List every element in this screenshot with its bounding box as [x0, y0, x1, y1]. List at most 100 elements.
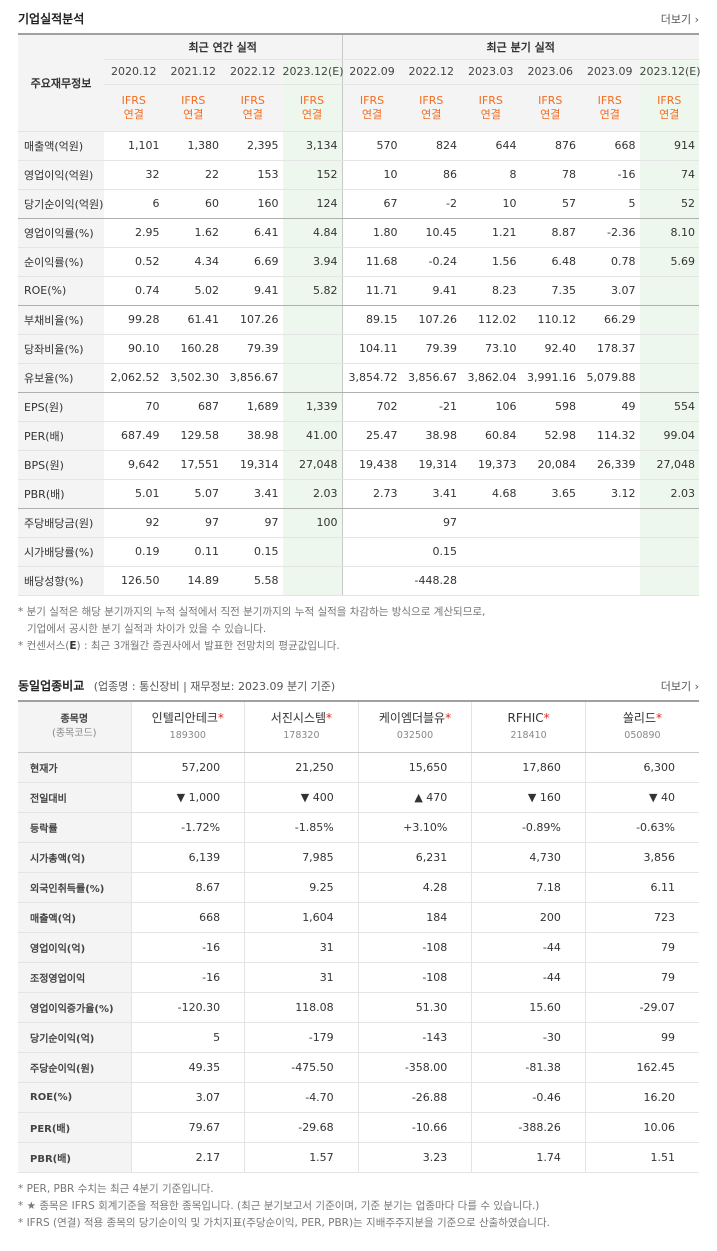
peer-cell: 5	[130, 1022, 245, 1053]
peer-cell: 7,985	[244, 842, 359, 873]
peer-row: 조정영업이익 -16 31 -108 -44 79	[18, 962, 699, 993]
financial-cell: 27,048	[639, 450, 699, 480]
financial-cell: 5.02	[163, 276, 223, 306]
peer-cell: 1.51	[584, 1142, 699, 1173]
note-line: * PER, PBR 수치는 최근 4분기 기준입니다.	[18, 1183, 214, 1195]
peer-row-label: ROE(%)	[18, 1082, 131, 1113]
financial-cell: 8.10	[639, 218, 699, 248]
peer-cell: ▼ 400	[244, 782, 359, 813]
peer-row-label: 전일대비	[18, 782, 131, 813]
financial-row: 배당성향(%) 126.50 14.89 5.58 -448.28	[18, 566, 699, 596]
financial-more-link[interactable]: 더보기	[661, 11, 699, 27]
peer-company-code: 032500	[396, 729, 434, 741]
financial-row-label: EPS(원)	[18, 392, 104, 422]
peer-cell: -108	[357, 932, 472, 963]
peer-cell: -179	[244, 1022, 359, 1053]
financial-cell: 2.03	[639, 479, 699, 509]
peer-cell: -388.26	[471, 1112, 586, 1143]
financial-cell: 97	[223, 508, 283, 538]
peer-cell: 16.20	[584, 1082, 699, 1113]
peer-cell: 17,860	[471, 752, 586, 783]
peer-cell: 31	[244, 962, 359, 993]
financial-cell: 1,339	[282, 392, 342, 422]
peer-comparison-title: 동일업종비교	[18, 678, 85, 693]
financial-notes: * 분기 실적은 해당 분기까지의 누적 실적에서 직전 분기까지의 누적 실적…	[18, 596, 699, 655]
financial-cell: 8.23	[461, 276, 521, 306]
peer-corner-sub: (종목코드)	[51, 727, 97, 739]
peer-cell: 4,730	[471, 842, 586, 873]
consolidated-label: 연결	[123, 107, 144, 121]
financial-row-label: 영업이익률(%)	[18, 218, 104, 248]
financial-analysis-title: 기업실적분석	[18, 12, 85, 26]
financial-cell: 7.35	[520, 276, 580, 306]
peer-cell: ▲ 470	[357, 782, 472, 813]
financial-cell: 876	[520, 131, 580, 161]
peer-company-header[interactable]: 인텔리안테크* 189300	[130, 700, 245, 753]
financial-cell: 0.11	[163, 537, 223, 567]
financial-cell: 3,856.67	[401, 363, 461, 393]
peer-cell: -81.38	[471, 1052, 586, 1083]
financial-cell: 3,862.04	[461, 363, 521, 393]
financial-row-label: 당좌비율(%)	[18, 334, 104, 364]
financial-cell	[341, 566, 402, 596]
financial-row-label: 주당배당금(원)	[18, 508, 104, 538]
financial-cell: 99.28	[104, 305, 164, 335]
peer-company-name[interactable]: 쏠리드	[622, 710, 656, 725]
financial-cell	[282, 305, 342, 335]
financial-cell: 19,373	[461, 450, 521, 480]
peer-company-name[interactable]: 서진시스템	[270, 710, 326, 725]
financial-cell: 4.84	[282, 218, 342, 248]
financial-cell: 27,048	[282, 450, 342, 480]
peer-cell: -1.85%	[244, 812, 359, 843]
peer-corner-label: 종목명	[60, 713, 89, 725]
ifrs-label: IFRS	[478, 93, 503, 107]
financial-cell: 160.28	[163, 334, 223, 364]
financial-cell: 0.15	[401, 537, 461, 567]
peer-more-link[interactable]: 더보기	[661, 678, 699, 694]
peer-cell: ▼ 1,000	[130, 782, 245, 813]
financial-cell: -448.28	[401, 566, 461, 596]
peer-company-name[interactable]: 인텔리안테크	[151, 710, 218, 725]
financial-cell: 6.69	[223, 247, 283, 277]
peer-cell: 79	[584, 932, 699, 963]
peer-cell: -4.70	[244, 1082, 359, 1113]
financial-cell: 60	[163, 189, 223, 219]
financial-cell: 79.39	[223, 334, 283, 364]
peer-company-header[interactable]: 서진시스템* 178320	[244, 700, 359, 753]
note-consensus-prefix: * 컨센서스(	[18, 639, 70, 652]
financial-cell: 57	[520, 189, 580, 219]
peer-row: 주당순이익(원) 49.35 -475.50 -358.00 -81.38 162.45	[18, 1052, 699, 1083]
financial-row-label: BPS(원)	[18, 450, 104, 480]
financial-cell: 129.58	[163, 421, 223, 451]
financial-cell: 5.82	[282, 276, 342, 306]
financial-row: 당기순이익(억원) 6 60 160 124 67 -2 10 57 5 52	[18, 189, 699, 219]
financial-cell: 0.74	[104, 276, 164, 306]
financial-cell	[580, 537, 640, 567]
financial-cell: 1,380	[163, 131, 223, 161]
period-header: 2023.06	[520, 59, 580, 85]
ifrs-label: IFRS	[299, 93, 325, 107]
financial-cell	[639, 537, 699, 567]
financial-cell: 86	[401, 160, 461, 190]
financial-cell: 6	[104, 189, 164, 219]
financial-cell: 2,062.52	[104, 363, 164, 393]
financial-cell	[520, 566, 580, 596]
financial-cell: 70	[104, 392, 164, 422]
note-consensus-mark: E	[69, 639, 77, 652]
peer-row-label: PER(배)	[18, 1112, 131, 1143]
peer-company-name[interactable]: 케이엠더블유	[378, 710, 446, 725]
financial-cell: 11.71	[341, 276, 402, 306]
peer-company-header[interactable]: RFHIC* 218410	[471, 700, 586, 753]
peer-cell: -143	[357, 1022, 472, 1053]
peer-row-label: 등락률	[18, 812, 131, 843]
financial-cell: 73.10	[461, 334, 521, 364]
peer-company-name[interactable]: RFHIC	[507, 710, 544, 725]
financial-cell: 3,502.30	[163, 363, 223, 393]
peer-cell: -30	[471, 1022, 586, 1053]
peer-company-header[interactable]: 케이엠더블유* 032500	[357, 700, 472, 753]
financial-analysis-header: 기업실적분석 더보기	[18, 0, 699, 33]
peer-company-header[interactable]: 쏠리드* 050890	[584, 700, 699, 753]
peer-row: 영업이익(억) -16 31 -108 -44 79	[18, 932, 699, 963]
financial-cell: -21	[401, 392, 461, 422]
consolidated-label: 연결	[480, 107, 501, 121]
